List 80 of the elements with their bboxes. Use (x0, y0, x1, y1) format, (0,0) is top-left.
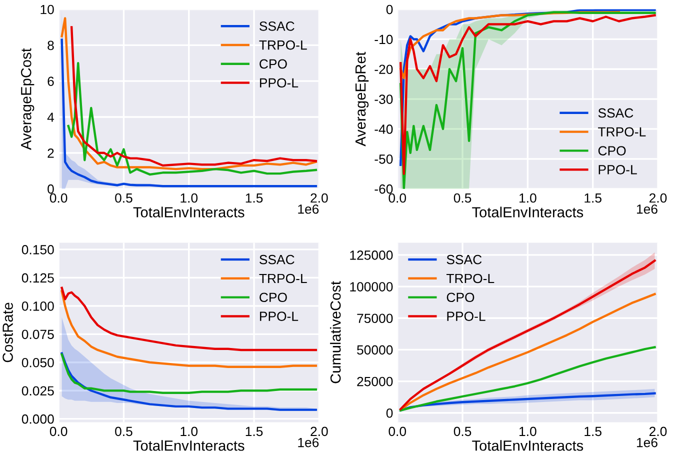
legend-label: CPO (260, 292, 287, 302)
text: 1e6 (298, 204, 319, 214)
legend-label: PPO-L (598, 165, 637, 174)
line-series (60, 353, 318, 394)
x-tick-label: 0.0 (50, 426, 68, 436)
y-tick-label: -50 (374, 154, 393, 164)
y-tick-label: 100000 (350, 282, 393, 292)
text: 1e6 (636, 438, 658, 448)
legend-label: SSAC (446, 254, 482, 264)
y-tick-label: 2 (48, 148, 54, 158)
y-tick-label: -20 (374, 64, 393, 74)
legend-label: TRPO-L (446, 274, 494, 284)
y-tick-label: 0.075 (22, 330, 54, 340)
y-axis-title: CumulativeCost (330, 281, 341, 384)
y-tick-label: 10 (40, 4, 54, 14)
y-axis-title: AverageEpCost (20, 48, 34, 150)
y-tick-label: 50000 (357, 345, 393, 355)
legend-label: CPO (598, 146, 626, 156)
x-tick-label: 1.5 (246, 426, 263, 436)
x-tick-label: 0.0 (388, 193, 406, 203)
x-tick-label: 1.5 (584, 426, 602, 436)
y-tick-label: 8 (48, 40, 54, 50)
y-tick-label: -40 (374, 124, 393, 134)
y-tick-label: -10 (374, 34, 393, 44)
line-series (60, 290, 318, 368)
y-axis-title: AverageEpRet (356, 52, 369, 146)
x-axis-title: TotalEnvInteracts (472, 206, 584, 218)
x-tick-label: 1.5 (584, 193, 602, 203)
x-tick-label: 0.5 (115, 426, 132, 436)
line-series (60, 286, 318, 352)
y-tick-label: 0.000 (22, 414, 54, 424)
legend-label: PPO-L (447, 312, 486, 321)
y-tick-label: -30 (374, 94, 393, 104)
x-tick-label: 1.0 (520, 193, 536, 203)
x-tick-label: 1.0 (180, 426, 198, 436)
x-tick-label: 1.0 (520, 426, 536, 436)
legend-label: TRPO-L (598, 127, 646, 137)
x-tick-label: 2.0 (649, 426, 667, 436)
x-tick-label: 0.5 (115, 193, 132, 203)
y-tick-label: 6 (48, 76, 54, 86)
x-tick-label: 2.0 (310, 426, 328, 436)
x-tick-label: 2.0 (649, 193, 667, 203)
y-tick-label: 25000 (357, 376, 393, 386)
y-tick-label: 4 (47, 112, 54, 122)
legend-label: SSAC (598, 108, 634, 118)
x-tick-label: 0.0 (50, 193, 68, 203)
legend-label: CPO (260, 59, 287, 69)
x-tick-label: 1.5 (246, 193, 263, 203)
x-tick-label: 2.0 (310, 193, 328, 203)
legend-label: CPO (446, 292, 474, 302)
line-series (400, 10, 620, 80)
x-axis-title: TotalEnvInteracts (133, 206, 244, 218)
legend-label: SSAC (260, 254, 294, 264)
x-tick-label: 1.0 (180, 193, 198, 203)
line-series (60, 352, 318, 411)
legend-label: SSAC (260, 22, 294, 31)
y-tick-label: 0.150 (22, 245, 54, 254)
y-tick-label: 0.125 (22, 273, 54, 283)
legend-label: PPO-L (260, 78, 298, 88)
x-tick-label: 0.0 (388, 426, 406, 436)
y-tick-label: 125000 (350, 250, 393, 260)
y-tick-label: 0 (386, 408, 393, 418)
y-tick-label: 0 (48, 184, 54, 194)
y-tick-label: 0.050 (22, 358, 54, 368)
y-tick-label: 0 (386, 4, 393, 14)
legend-label: PPO-L (260, 312, 298, 321)
y-tick-label: 0.025 (22, 386, 54, 396)
y-tick-label: 0.100 (22, 301, 54, 311)
text: 1e6 (298, 438, 319, 448)
x-tick-label: 0.5 (454, 193, 472, 203)
x-axis-title: TotalEnvInteracts (133, 440, 244, 451)
x-tick-label: 0.5 (454, 426, 472, 436)
legend-label: TRPO-L (259, 40, 307, 50)
y-tick-label: -60 (374, 184, 393, 194)
line-series (400, 346, 656, 412)
x-axis-title: TotalEnvInteracts (472, 440, 584, 451)
y-tick-label: 75000 (357, 314, 393, 324)
text: 1e6 (636, 204, 658, 214)
y-axis-title: CostRate (2, 302, 13, 362)
legend-label: TRPO-L (259, 274, 307, 284)
